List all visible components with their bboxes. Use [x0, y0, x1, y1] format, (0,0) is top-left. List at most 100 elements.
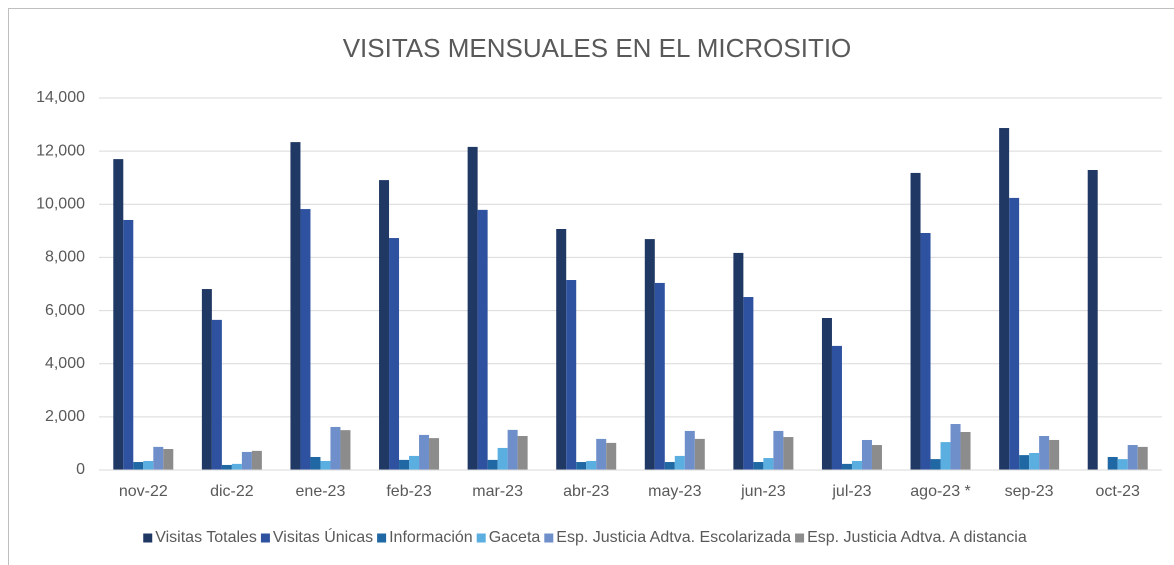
x-tick-label: dic-22 — [210, 483, 254, 500]
bar — [930, 459, 941, 470]
y-tick-label: 8,000 — [45, 249, 85, 266]
legend-label: Visitas Únicas — [273, 527, 373, 546]
bar — [694, 438, 705, 470]
bar — [340, 430, 351, 470]
bar — [684, 430, 695, 470]
bar — [654, 282, 665, 470]
legend-label: Gaceta — [489, 529, 541, 546]
y-tick-label: 10,000 — [36, 196, 85, 213]
bar — [999, 128, 1010, 471]
bar — [831, 345, 842, 470]
legend-marker — [377, 533, 387, 543]
bar — [163, 449, 174, 470]
y-tick-label: 4,000 — [45, 355, 85, 372]
bar — [763, 458, 774, 470]
bar — [556, 228, 567, 470]
bar — [330, 426, 341, 470]
bar — [409, 455, 420, 470]
bar — [300, 209, 311, 470]
bar — [960, 432, 971, 470]
bar — [1117, 459, 1128, 470]
bar — [1137, 446, 1148, 470]
bar — [576, 462, 587, 470]
bar — [153, 446, 164, 470]
bar — [733, 252, 744, 470]
x-tick-label: feb-23 — [386, 483, 431, 500]
bar — [211, 319, 222, 470]
legend-marker — [795, 533, 805, 543]
legend-marker — [143, 533, 153, 543]
bar — [566, 280, 577, 470]
y-tick-label: 0 — [76, 461, 85, 478]
bar — [1087, 170, 1098, 470]
bar — [743, 297, 754, 470]
x-tick-label: ene-23 — [296, 483, 346, 500]
bar — [290, 142, 301, 470]
x-tick-label: may-23 — [648, 483, 701, 500]
legend-label: Información — [389, 529, 473, 546]
bar — [920, 232, 931, 470]
legend-marker — [260, 533, 270, 543]
x-tick-label: sep-23 — [1005, 483, 1054, 500]
x-tick-label: ago-23 * — [910, 483, 971, 500]
bar — [507, 429, 518, 470]
bar — [399, 459, 410, 470]
chart-border — [8, 8, 1174, 565]
bar — [586, 460, 597, 470]
bar — [123, 219, 134, 470]
bar — [940, 442, 951, 470]
y-tick-label: 2,000 — [45, 408, 85, 425]
bar — [379, 180, 390, 470]
bar — [753, 462, 764, 470]
bar — [320, 460, 331, 470]
bar — [871, 445, 882, 470]
bar — [201, 289, 212, 470]
bar — [389, 238, 400, 470]
bar — [1107, 456, 1118, 470]
bar — [497, 447, 508, 470]
bar — [821, 318, 832, 470]
legend-label: Visitas Totales — [155, 529, 257, 546]
bar — [1039, 435, 1050, 470]
bar — [644, 239, 655, 470]
chart-title: VISITAS MENSUALES EN EL MICROSITIO — [343, 33, 852, 63]
y-tick-label: 14,000 — [36, 89, 85, 106]
bar — [477, 209, 488, 470]
bar — [606, 442, 617, 470]
bar — [517, 435, 528, 470]
bar — [1019, 455, 1030, 470]
bar — [1009, 197, 1020, 470]
x-tick-label: oct-23 — [1095, 483, 1140, 500]
bar — [861, 439, 872, 470]
bar — [310, 456, 321, 470]
x-tick-label: nov-22 — [119, 483, 168, 500]
x-tick-label: abr-23 — [563, 483, 609, 500]
bar — [231, 463, 242, 470]
legend-label: Esp. Justicia Adtva. Escolarizada — [556, 529, 791, 546]
bar — [241, 451, 252, 470]
x-tick-label: mar-23 — [472, 483, 523, 500]
bar — [1127, 445, 1138, 470]
bar — [133, 462, 144, 470]
bar — [429, 438, 440, 470]
bar — [143, 460, 154, 470]
bar — [221, 464, 232, 470]
bar — [596, 438, 607, 470]
y-tick-label: 6,000 — [45, 302, 85, 319]
bar — [1049, 439, 1060, 470]
x-tick-label: jun-23 — [740, 483, 786, 500]
bar — [251, 450, 262, 470]
y-tick-label: 12,000 — [36, 142, 85, 159]
bar — [113, 159, 124, 470]
bar — [419, 434, 430, 470]
bar — [841, 463, 852, 470]
legend-marker — [476, 533, 486, 543]
bar — [773, 430, 784, 470]
legend-marker — [544, 533, 554, 543]
bar — [664, 462, 675, 470]
bar — [1029, 452, 1040, 470]
bar — [910, 172, 921, 470]
bar — [783, 437, 794, 470]
